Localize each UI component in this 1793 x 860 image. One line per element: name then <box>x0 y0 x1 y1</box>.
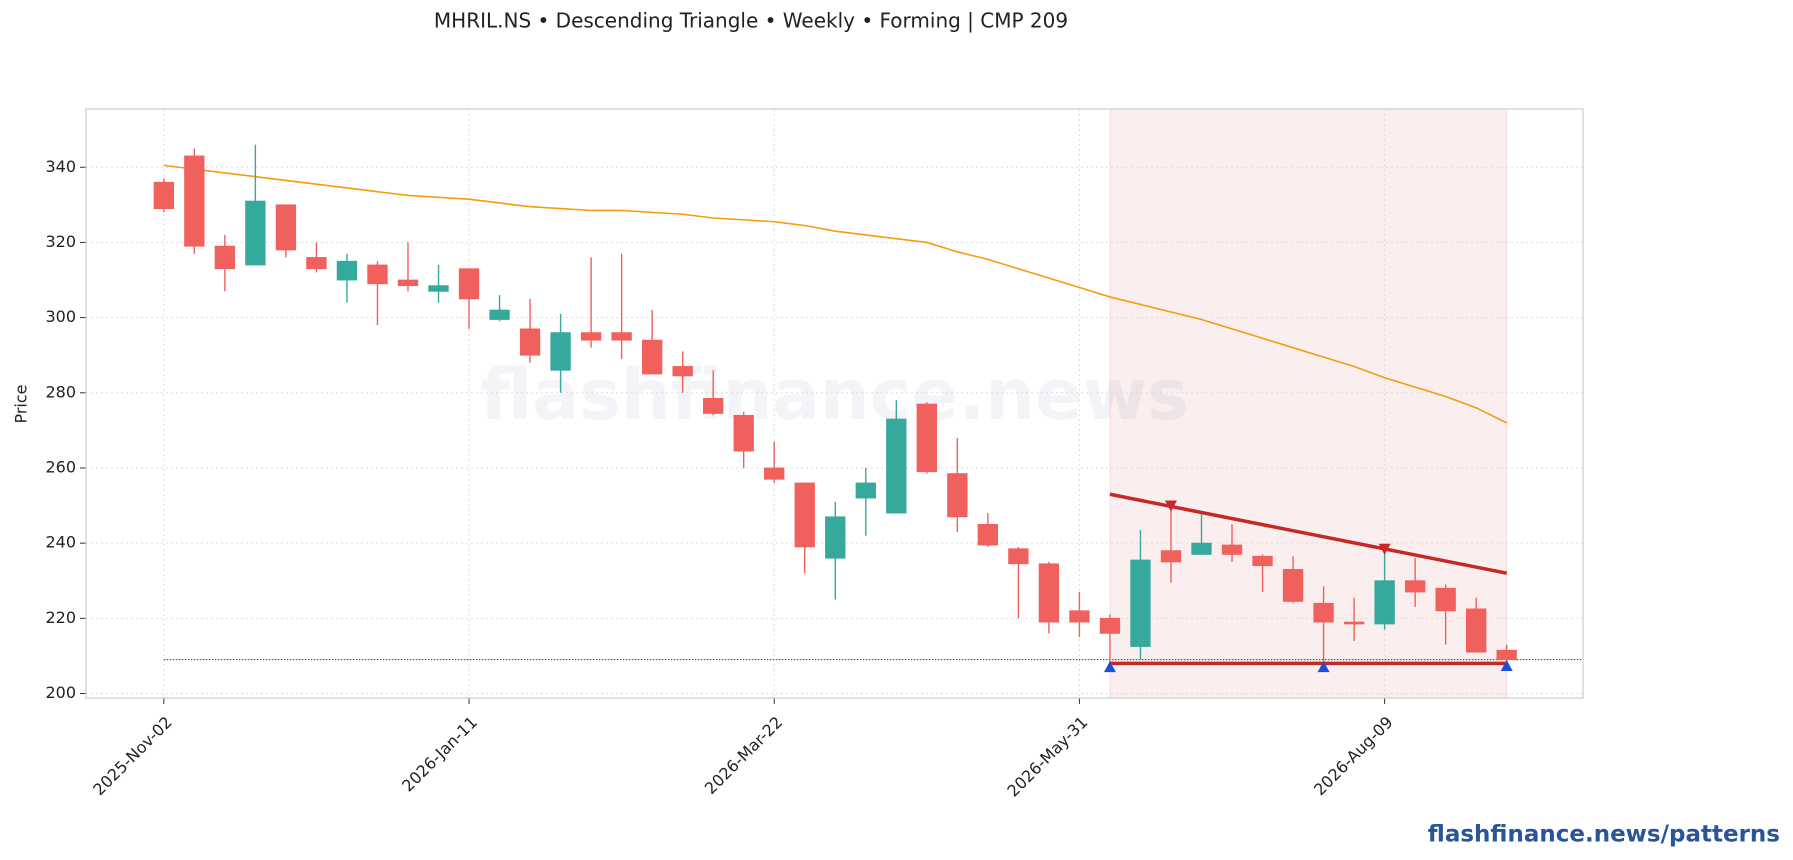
candle-body <box>489 309 510 320</box>
candle-body <box>1069 610 1090 623</box>
candle-body <box>580 332 602 341</box>
candle-body <box>245 200 266 266</box>
candle-body <box>916 403 937 473</box>
candle-body <box>1404 580 1426 593</box>
candle-body <box>428 285 449 292</box>
swing-low-marker <box>1500 660 1513 672</box>
candle-body <box>1252 555 1273 567</box>
swing-low-marker <box>1103 661 1116 673</box>
candle-body <box>336 260 358 281</box>
chart-title: MHRIL.NS • Descending Triangle • Weekly … <box>434 9 1068 33</box>
y-tick-label: 240 <box>45 533 76 552</box>
candle-body <box>733 414 754 452</box>
resistance-line <box>1109 492 1508 575</box>
candle-body <box>214 245 236 270</box>
candle-body <box>397 279 419 287</box>
plot-frame <box>85 108 1584 699</box>
moving-average <box>163 164 1508 424</box>
candle-body <box>1008 548 1029 565</box>
x-tick-label: 2025-Nov-02 <box>89 713 176 800</box>
watermark: flashfinance.news <box>480 354 1189 436</box>
candle-body <box>306 257 327 270</box>
candle-body <box>794 482 815 548</box>
candle-body <box>672 366 693 377</box>
candle-body <box>550 332 571 371</box>
candle-body <box>1130 559 1151 647</box>
candle-body <box>1374 580 1395 625</box>
y-tick-label: 320 <box>45 232 76 251</box>
y-tick-label: 280 <box>45 382 76 401</box>
x-tick-label: 2026-Mar-22 <box>701 713 786 798</box>
y-tick-label: 200 <box>45 683 76 702</box>
candle-body <box>641 339 663 375</box>
candle-body <box>1191 542 1212 555</box>
candle-body <box>703 398 724 414</box>
x-tick-label: 2026-Jan-11 <box>398 713 481 796</box>
candle-body <box>184 155 205 247</box>
candle-body <box>825 516 846 559</box>
candle-body <box>886 418 907 514</box>
y-tick-label: 300 <box>45 307 76 326</box>
candle-body <box>458 268 480 300</box>
candle-body <box>1496 649 1517 661</box>
y-tick-label: 340 <box>45 157 76 176</box>
candle-body <box>153 181 174 210</box>
candle-body <box>1343 621 1365 625</box>
y-tick-label: 220 <box>45 608 76 627</box>
candle-body <box>855 482 876 499</box>
swing-low-marker <box>1317 661 1330 673</box>
candle-body <box>947 473 968 518</box>
candle-body <box>1466 608 1487 653</box>
candle-body <box>367 264 388 285</box>
candle-body <box>275 204 297 251</box>
candle-body <box>1313 602 1334 623</box>
candle-body <box>1038 563 1060 623</box>
candle-body <box>1160 550 1182 563</box>
candle-body <box>1221 544 1243 555</box>
candle-body <box>1282 569 1304 602</box>
y-axis-label: Price <box>12 384 31 423</box>
candle-body <box>611 332 632 341</box>
candle-body <box>1099 617 1121 634</box>
y-tick-label: 260 <box>45 457 76 476</box>
x-tick-label: 2026-May-31 <box>1003 713 1091 801</box>
candle-body <box>977 523 999 546</box>
candle-body <box>764 467 785 480</box>
swing-high-marker <box>1164 500 1177 512</box>
footer: flashfinance.news/patterns <box>1428 822 1780 848</box>
candle-body <box>1435 587 1456 612</box>
x-tick-label: 2026-Aug-09 <box>1310 713 1397 800</box>
swing-high-marker <box>1378 543 1391 555</box>
candle-body <box>519 328 541 356</box>
